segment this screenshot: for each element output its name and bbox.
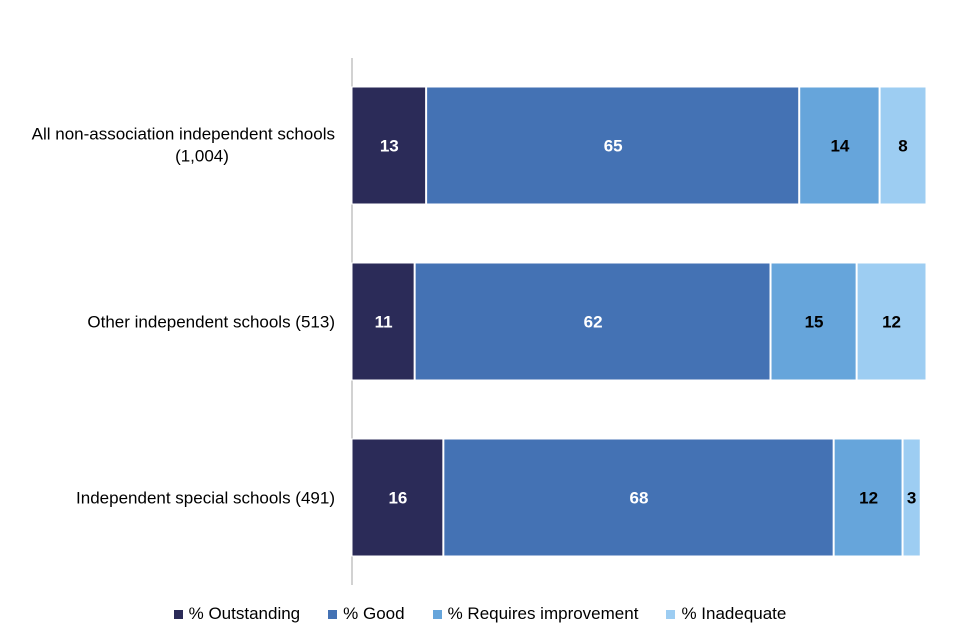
- bar-segment: [902, 438, 921, 557]
- chart-legend: % Outstanding % Good % Requires improvemen…: [0, 604, 960, 624]
- legend-item: % Good: [328, 604, 405, 624]
- bar-segment: [351, 262, 415, 381]
- data-label: 12: [882, 313, 901, 332]
- data-label: 68: [630, 489, 649, 508]
- legend-label: % Good: [343, 604, 405, 623]
- category-label: Other independent schools (513): [87, 313, 335, 332]
- data-label: 13: [380, 137, 399, 156]
- bar-segment: [414, 262, 771, 381]
- legend-item: % Requires improvement: [432, 604, 639, 624]
- data-label: 65: [604, 137, 623, 156]
- data-label: 62: [584, 313, 603, 332]
- legend-label: % Requires improvement: [447, 604, 639, 623]
- bar-segment: [351, 86, 427, 205]
- data-label: 14: [830, 137, 849, 156]
- legend-swatch: [432, 609, 442, 619]
- legend-label: % Inadequate: [681, 604, 787, 623]
- data-label: 11: [375, 313, 393, 332]
- legend-item: % Outstanding: [173, 604, 301, 624]
- legend-swatch: [173, 609, 183, 619]
- category-label: Independent special schools (491): [76, 489, 335, 508]
- data-label: 3: [907, 489, 916, 508]
- bar-segment: [426, 86, 800, 205]
- bar-segment: [833, 438, 903, 557]
- bar-segment: [799, 86, 880, 205]
- legend-label: % Outstanding: [188, 604, 301, 623]
- legend-swatch: [328, 609, 338, 619]
- bar-segment: [443, 438, 834, 557]
- legend-swatch: [666, 609, 676, 619]
- bar-segment: [351, 438, 444, 557]
- data-label: 15: [805, 313, 824, 332]
- category-label: All non-association independent schools(…: [32, 125, 335, 166]
- bar-segment: [879, 86, 927, 205]
- legend-item: % Inadequate: [666, 604, 786, 624]
- data-label: 16: [388, 489, 407, 508]
- data-label: 12: [859, 489, 878, 508]
- bar-segment: [770, 262, 857, 381]
- data-label: 8: [898, 137, 907, 156]
- bar-segment: [856, 262, 927, 381]
